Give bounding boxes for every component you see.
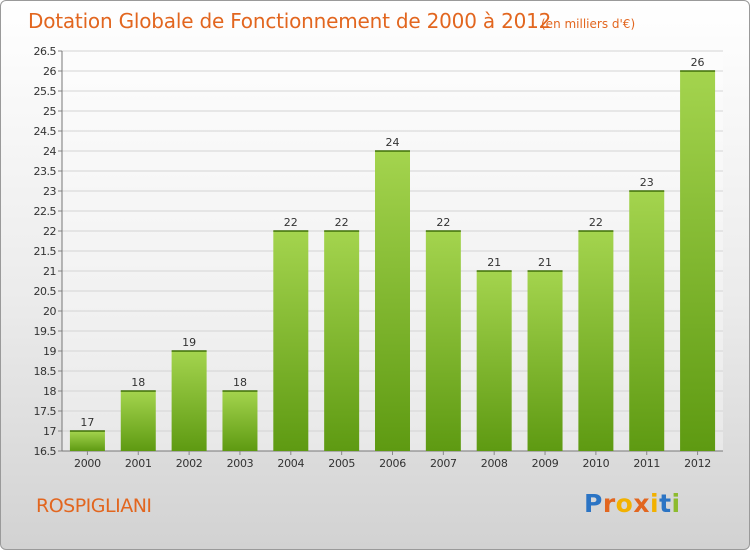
bar <box>375 151 410 451</box>
y-tick-label: 16.5 <box>34 445 57 458</box>
bar-value-label: 18 <box>131 376 145 389</box>
proxiti-logo: Proxiti <box>584 489 681 518</box>
x-tick-label: 2010 <box>582 457 609 470</box>
bar <box>476 271 512 451</box>
y-tick-label: 21.5 <box>34 245 57 258</box>
x-tick-label: 2002 <box>176 457 203 470</box>
y-tick-label: 19.5 <box>34 325 57 338</box>
bar <box>578 231 614 451</box>
bar-value-label: 22 <box>589 216 603 229</box>
logo-letter: r <box>602 489 616 518</box>
chart-subtitle: (en milliers d'€) <box>541 17 636 31</box>
bar <box>680 71 716 451</box>
x-tick-label: 2003 <box>227 457 254 470</box>
bar-value-label: 22 <box>436 216 450 229</box>
y-tick-label: 18 <box>43 385 56 398</box>
x-tick-label: 2007 <box>430 457 457 470</box>
logo-letter: x <box>633 489 650 518</box>
logo-letter: t <box>659 489 672 518</box>
y-tick-label: 24 <box>43 145 56 158</box>
logo-letter: i <box>650 489 660 518</box>
logo-letter: i <box>671 489 681 518</box>
y-tick-label: 25 <box>43 105 56 118</box>
bar <box>425 231 461 451</box>
y-tick-label: 20.5 <box>34 285 57 298</box>
bar-value-label: 17 <box>80 416 94 429</box>
bar-value-label: 18 <box>233 376 247 389</box>
town-name: ROSPIGLIANI <box>36 495 152 517</box>
bar <box>69 431 105 451</box>
chart-title: Dotation Globale de Fonctionnement de 20… <box>28 9 552 33</box>
bar <box>273 231 309 451</box>
bar <box>171 351 207 451</box>
y-tick-label: 18.5 <box>34 365 57 378</box>
bar <box>629 191 665 451</box>
bar <box>120 391 156 451</box>
y-tick-label: 17.5 <box>34 405 57 418</box>
bar <box>324 231 360 451</box>
y-tick-label: 22 <box>43 225 56 238</box>
x-tick-label: 2004 <box>277 457 304 470</box>
x-tick-label: 2001 <box>125 457 152 470</box>
y-tick-label: 26.5 <box>34 45 57 58</box>
x-tick-label: 2000 <box>74 457 101 470</box>
logo-letter: o <box>615 489 634 518</box>
y-tick-label: 20 <box>43 305 56 318</box>
y-tick-label: 21 <box>43 265 56 278</box>
bar-value-label: 19 <box>182 336 196 349</box>
x-tick-label: 2008 <box>481 457 508 470</box>
x-tick-label: 2005 <box>328 457 355 470</box>
x-tick-label: 2009 <box>532 457 559 470</box>
y-tick-label: 19 <box>43 345 56 358</box>
y-tick-label: 23 <box>43 185 56 198</box>
y-tick-label: 22.5 <box>34 205 57 218</box>
bar-value-label: 24 <box>386 136 400 149</box>
bar <box>527 271 563 451</box>
bar-value-label: 26 <box>691 56 705 69</box>
bar-value-label: 22 <box>335 216 349 229</box>
bar-value-label: 21 <box>538 256 552 269</box>
bar <box>222 391 258 451</box>
bar-value-label: 21 <box>487 256 501 269</box>
y-tick-label: 23.5 <box>34 165 57 178</box>
bar-value-label: 22 <box>284 216 298 229</box>
y-tick-label: 24.5 <box>34 125 57 138</box>
y-tick-label: 25.5 <box>34 85 57 98</box>
y-tick-label: 17 <box>43 425 56 438</box>
x-tick-label: 2011 <box>633 457 660 470</box>
logo-letter: P <box>584 489 603 518</box>
bar-value-label: 23 <box>640 176 654 189</box>
x-tick-label: 2006 <box>379 457 406 470</box>
x-tick-label: 2012 <box>684 457 711 470</box>
y-tick-label: 26 <box>43 65 56 78</box>
